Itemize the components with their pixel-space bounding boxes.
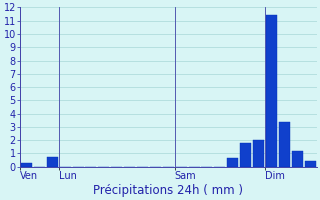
Bar — [240, 143, 251, 167]
Bar — [253, 140, 264, 167]
Bar — [292, 151, 303, 167]
X-axis label: Précipitations 24h ( mm ): Précipitations 24h ( mm ) — [93, 184, 243, 197]
Bar — [279, 122, 290, 167]
Bar — [305, 161, 316, 167]
Bar — [47, 157, 58, 167]
Bar — [21, 163, 32, 167]
Bar — [266, 15, 277, 167]
Bar — [227, 158, 238, 167]
